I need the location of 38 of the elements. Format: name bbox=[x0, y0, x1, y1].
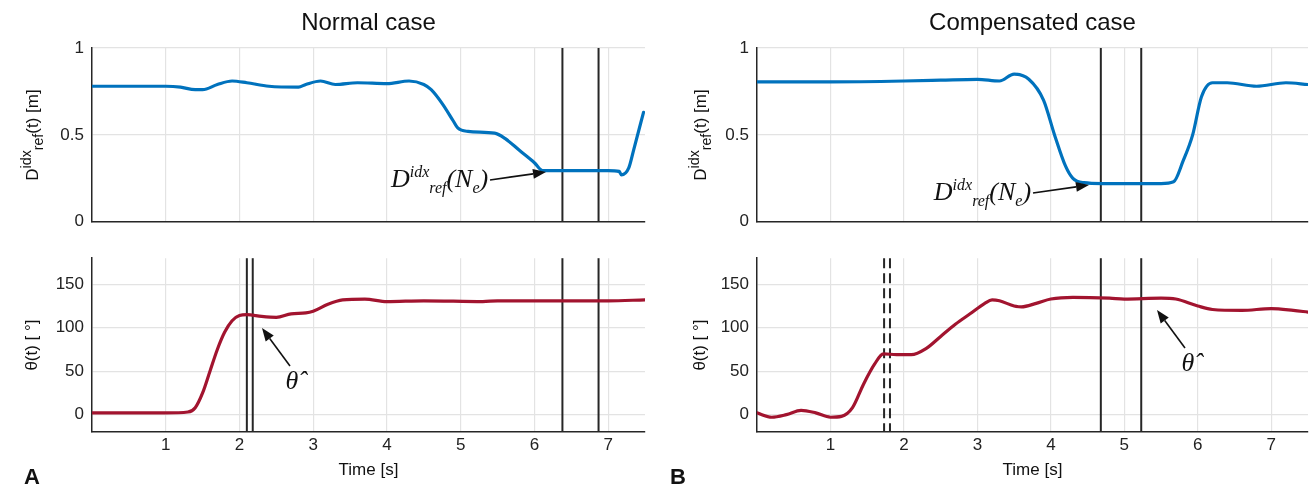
y-tick-label: 1 bbox=[74, 37, 84, 57]
y-tick-label: 100 bbox=[720, 317, 749, 337]
x-tick-label: 3 bbox=[972, 434, 983, 454]
x-tick-label: 3 bbox=[308, 434, 318, 454]
x-tick-label: 6 bbox=[529, 434, 540, 454]
x-tick-label: 2 bbox=[899, 434, 909, 454]
annotation: D$^{idx}$$_{ref}$(N$_{e}$) bbox=[933, 175, 1032, 210]
y-tick-label: 150 bbox=[55, 273, 84, 293]
x-tick-label: 6 bbox=[1193, 434, 1203, 454]
y-tick-label: 0 bbox=[74, 404, 84, 424]
y-tick-label: 100 bbox=[55, 317, 84, 337]
x-axis-title: Time [s] bbox=[338, 460, 399, 480]
x-tick-label: 5 bbox=[1119, 434, 1130, 454]
y-tick-label: 50 bbox=[65, 360, 84, 380]
y-axis-title: θ(t) [ °] bbox=[22, 319, 42, 371]
annotation: D$^{idx}$$_{ref}$(N$_{e}$) bbox=[390, 162, 489, 197]
text: B bbox=[670, 464, 686, 490]
y-tick-label: 0 bbox=[739, 211, 749, 231]
x-axis-title: Time [s] bbox=[1002, 460, 1063, 480]
y-axis-title: θ(t) [ °] bbox=[690, 319, 710, 371]
y-tick-label: 1 bbox=[739, 37, 749, 57]
x-tick-label: 4 bbox=[382, 434, 392, 454]
y-tick-label: 50 bbox=[730, 360, 749, 380]
x-tick-label: 2 bbox=[234, 434, 245, 454]
y-tick-label: 0 bbox=[74, 211, 84, 231]
y-tick-label: 0.5 bbox=[725, 124, 749, 144]
y-tick-label: 0 bbox=[739, 404, 749, 424]
x-tick-label: 1 bbox=[825, 434, 836, 454]
chart-title: Compensated case bbox=[929, 8, 1136, 36]
x-tick-label: 5 bbox=[455, 434, 466, 454]
text: A bbox=[24, 464, 40, 490]
x-tick-label: 4 bbox=[1046, 434, 1056, 454]
y-tick-label: 0.5 bbox=[60, 124, 84, 144]
chart-title: Normal case bbox=[301, 8, 436, 36]
y-tick-label: 150 bbox=[720, 273, 749, 293]
x-tick-label: 7 bbox=[1266, 434, 1276, 454]
x-tick-label: 1 bbox=[161, 434, 171, 454]
x-tick-label: 7 bbox=[603, 434, 613, 454]
